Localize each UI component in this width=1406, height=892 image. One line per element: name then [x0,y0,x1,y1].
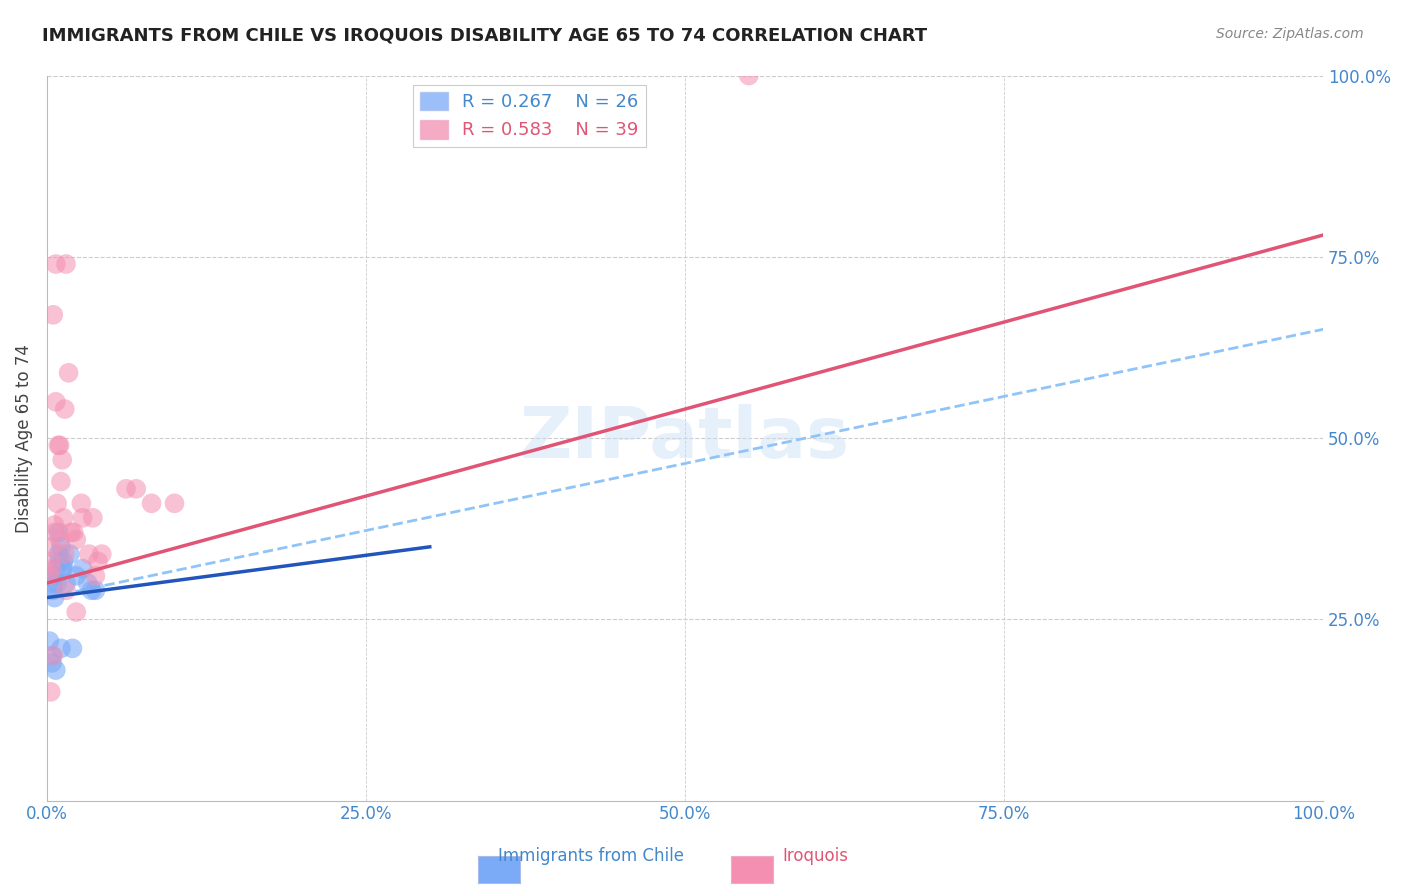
Point [80,583,103,598]
Point [62,525,84,540]
Point [44,591,66,605]
Point [44,525,66,540]
Point [41,656,63,670]
Point [55,583,77,598]
Text: IMMIGRANTS FROM CHILE VS IROQUOIS DISABILITY AGE 65 TO 74 CORRELATION CHART: IMMIGRANTS FROM CHILE VS IROQUOIS DISABI… [42,27,928,45]
Point [48,438,70,452]
Point [87,554,110,568]
Point [49,475,72,489]
Point [42,576,65,591]
Text: Immigrants from Chile: Immigrants from Chile [498,847,683,865]
Point [51,561,73,575]
Point [51,452,73,467]
Point [65,533,87,547]
Point [55,576,77,591]
Point [48,547,70,561]
Point [53,547,76,561]
Point [44,518,66,533]
Point [52,511,75,525]
Y-axis label: Disability Age 65 to 74: Disability Age 65 to 74 [15,343,32,533]
Point [46,496,69,510]
Point [115,482,138,496]
Point [84,569,107,583]
Point [52,561,75,575]
Point [38,569,60,583]
Point [738,69,761,83]
Point [48,554,70,568]
Point [125,482,148,496]
Point [70,496,93,510]
Point [39,569,62,583]
Point [58,366,80,380]
Point [45,561,67,575]
Point [48,438,70,452]
Point [53,402,76,417]
Point [41,648,63,663]
Point [39,540,62,554]
Text: Source: ZipAtlas.com: Source: ZipAtlas.com [1216,27,1364,41]
Point [38,634,60,648]
Point [42,583,65,598]
Point [52,554,75,568]
Point [48,533,70,547]
Point [60,525,83,540]
Point [65,605,87,619]
Point [62,641,84,656]
Point [45,257,67,271]
Point [42,648,65,663]
Text: ZIPatlas: ZIPatlas [520,403,851,473]
Point [45,663,67,677]
Point [76,576,98,591]
Point [55,257,77,271]
Point [82,511,104,525]
Point [49,540,72,554]
Point [45,394,67,409]
Point [72,511,94,525]
Point [39,685,62,699]
Point [39,554,62,568]
Point [42,308,65,322]
Point [59,547,82,561]
Point [77,547,100,561]
Point [163,496,186,510]
Text: Iroquois: Iroquois [783,847,848,865]
Point [46,576,69,591]
Point [49,641,72,656]
Point [48,525,70,540]
Point [84,583,107,598]
Point [141,496,163,510]
Point [41,561,63,575]
Legend: R = 0.267    N = 26, R = 0.583    N = 39: R = 0.267 N = 26, R = 0.583 N = 39 [413,85,645,146]
Point [65,569,87,583]
Point [72,561,94,575]
Point [90,547,112,561]
